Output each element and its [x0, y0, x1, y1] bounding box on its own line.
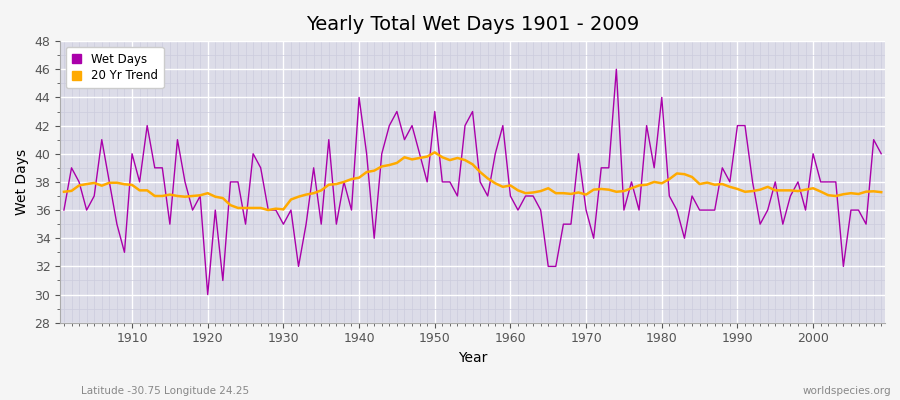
Legend: Wet Days, 20 Yr Trend: Wet Days, 20 Yr Trend [66, 47, 164, 88]
20 Yr Trend [429, 150, 440, 155]
Wet Days [603, 166, 614, 170]
Wet Days [119, 250, 130, 255]
Y-axis label: Wet Days: Wet Days [15, 149, 29, 215]
Line: 20 Yr Trend: 20 Yr Trend [64, 152, 881, 210]
20 Yr Trend [876, 190, 886, 194]
Text: worldspecies.org: worldspecies.org [803, 386, 891, 396]
20 Yr Trend [293, 194, 304, 199]
20 Yr Trend [263, 208, 274, 212]
Line: Wet Days: Wet Days [64, 69, 881, 294]
Wet Days [58, 208, 69, 212]
Wet Days [513, 208, 524, 212]
Wet Days [876, 151, 886, 156]
Wet Days [202, 292, 213, 297]
20 Yr Trend [58, 189, 69, 194]
Text: Latitude -30.75 Longitude 24.25: Latitude -30.75 Longitude 24.25 [81, 386, 249, 396]
Wet Days [505, 194, 516, 198]
X-axis label: Year: Year [458, 351, 487, 365]
Wet Days [611, 67, 622, 72]
20 Yr Trend [119, 182, 130, 187]
20 Yr Trend [513, 188, 524, 193]
Wet Days [293, 264, 304, 269]
Title: Yearly Total Wet Days 1901 - 2009: Yearly Total Wet Days 1901 - 2009 [306, 15, 639, 34]
20 Yr Trend [338, 180, 349, 184]
Wet Days [338, 180, 349, 184]
20 Yr Trend [611, 189, 622, 194]
20 Yr Trend [520, 191, 531, 196]
